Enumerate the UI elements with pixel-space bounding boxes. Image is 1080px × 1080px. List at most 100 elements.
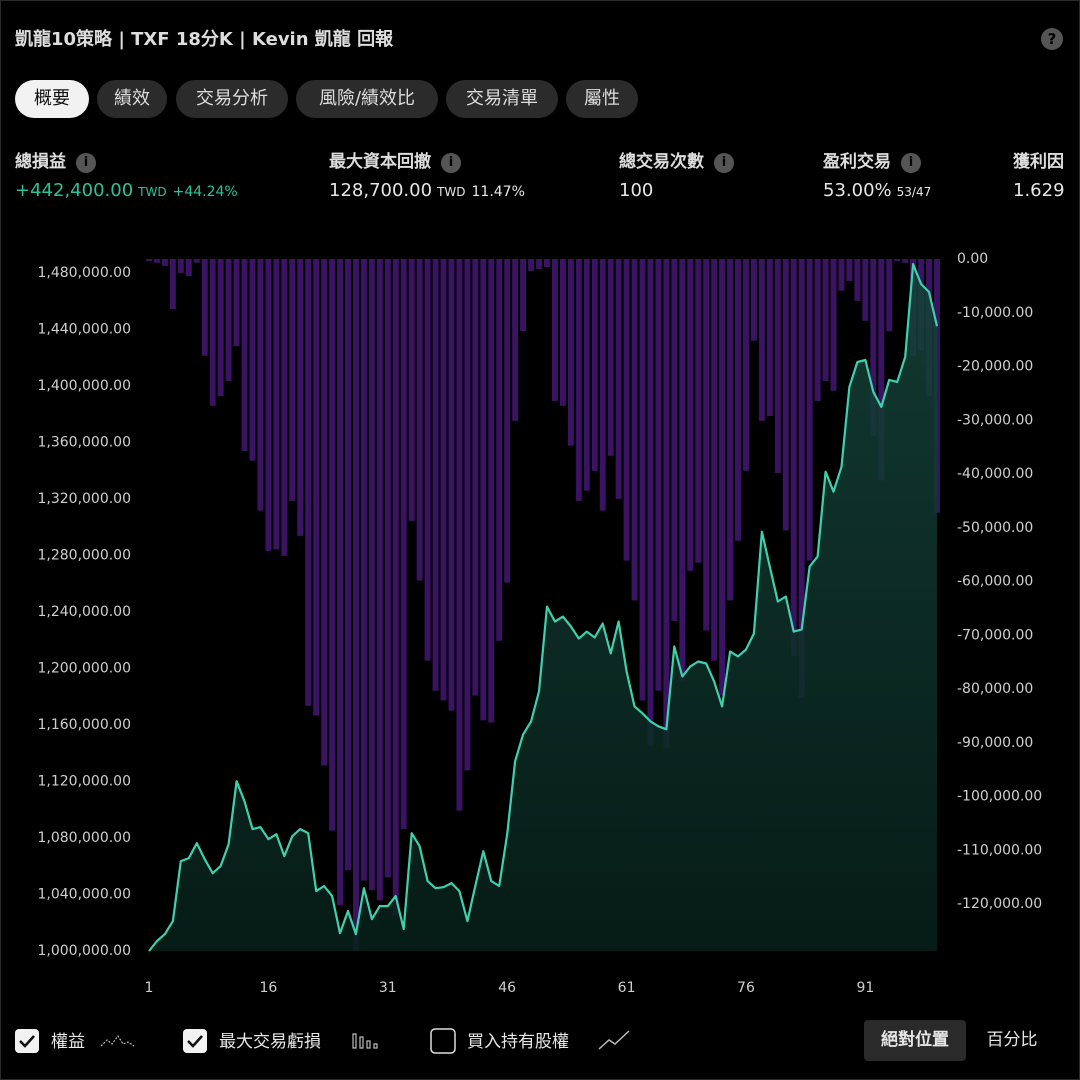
y-tick-label: 1,160,000.00	[37, 717, 131, 733]
drawdown-bar	[368, 259, 375, 891]
drawdown-bar	[265, 259, 272, 551]
drawdown-bar	[257, 259, 264, 511]
metric-label: 總交易次數	[619, 152, 704, 172]
y-tick-label: 1,240,000.00	[37, 604, 131, 620]
tab[interactable]: 績效	[97, 80, 167, 118]
drawdown-bar	[360, 259, 367, 881]
metric-value-group: 53.00% 53/47	[823, 180, 931, 201]
drawdown-bar	[798, 259, 805, 698]
drawdown-bar	[631, 259, 638, 601]
y-tick-label: 1,080,000.00	[37, 830, 131, 846]
drawdown-bar	[512, 259, 519, 421]
checkbox-checked[interactable]	[15, 1029, 39, 1053]
info-icon[interactable]: i	[714, 153, 734, 173]
drawdown-bar	[313, 259, 320, 716]
checkbox-checked[interactable]	[183, 1029, 207, 1053]
x-tick-label: 16	[259, 980, 277, 996]
drawdown-bar	[551, 259, 558, 401]
drawdown-bar	[830, 259, 837, 391]
legend-label: 買入持有股權	[467, 1032, 569, 1052]
legend-icon	[352, 1033, 378, 1049]
metric-value-group: 128,700.00 TWD 11.47%	[329, 180, 525, 201]
metric-value: +442,400.00	[15, 180, 134, 201]
y-tick-label: 1,440,000.00	[37, 322, 131, 338]
drawdown-bar	[838, 259, 845, 291]
drawdown-bar	[782, 259, 789, 531]
drawdown-bar	[233, 259, 240, 347]
drawdown-bar	[687, 259, 694, 571]
drawdown-bar	[281, 259, 288, 556]
metric-unit: TWD	[437, 185, 466, 199]
drawdown-bar	[416, 259, 423, 581]
info-icon[interactable]: i	[901, 153, 921, 173]
x-tick-label: 61	[618, 980, 636, 996]
drawdown-bar	[719, 259, 726, 696]
drawdown-bar	[894, 259, 901, 262]
drawdown-bar	[289, 259, 296, 501]
drawdown-bar	[671, 259, 678, 621]
drawdown-bar	[790, 259, 797, 656]
absolute-button[interactable]: 絕對位置	[864, 1020, 966, 1061]
y-tick-label: 1,280,000.00	[37, 548, 131, 564]
tab[interactable]: 屬性	[566, 80, 638, 118]
checkbox-unchecked[interactable]	[430, 1028, 456, 1054]
metric-label: 盈利交易	[823, 152, 891, 172]
y2-tick-label: -110,000.00	[957, 842, 1042, 858]
drawdown-bar	[329, 259, 336, 831]
tab[interactable]: 概要	[15, 80, 89, 118]
info-icon[interactable]: i	[76, 153, 96, 173]
drawdown-bar	[870, 259, 877, 436]
drawdown-bar	[639, 259, 646, 701]
drawdown-bar	[305, 259, 312, 706]
y-tick-label: 1,360,000.00	[37, 435, 131, 451]
legend-label: 最大交易虧損	[219, 1032, 321, 1052]
metric-label-group: 總交易次數 i	[619, 147, 734, 173]
drawdown-bar	[822, 259, 829, 382]
drawdown-bar	[345, 259, 351, 871]
drawdown-bar	[623, 259, 630, 561]
drawdown-bar	[814, 259, 821, 401]
equity-line	[148, 263, 939, 952]
y2-tick-label: -100,000.00	[957, 789, 1042, 805]
y-tick-label: 1,480,000.00	[37, 265, 131, 281]
tab[interactable]: 交易清單	[446, 80, 558, 118]
x-tick-label: 91	[856, 980, 874, 996]
metric-label: 最大資本回撤	[329, 152, 431, 172]
percent-button[interactable]: 百分比	[986, 1030, 1038, 1050]
metric-value-group: +442,400.00 TWD +44.24%	[15, 180, 238, 201]
drawdown-bar	[424, 259, 431, 661]
drawdown-bar	[695, 259, 702, 563]
drawdown-bar	[766, 259, 773, 417]
metric-value-group: 100	[619, 180, 653, 201]
drawdown-bar	[185, 259, 192, 277]
legend-label: 權益	[51, 1032, 85, 1052]
drawdown-bar	[400, 259, 407, 829]
tab[interactable]: 交易分析	[176, 80, 288, 118]
help-icon[interactable]: ?	[1041, 28, 1063, 50]
drawdown-bar	[201, 259, 208, 356]
metric-value: 53.00%	[823, 180, 892, 201]
drawdown-bar	[559, 259, 566, 406]
drawdown-bar	[528, 259, 535, 271]
drawdown-bar	[886, 259, 893, 332]
metric-extra: 11.47%	[471, 184, 525, 200]
drawdown-bar	[480, 259, 487, 721]
y-tick-label: 1,120,000.00	[37, 774, 131, 790]
metric-label-group: 總損益 i	[15, 147, 96, 173]
drawdown-bar	[846, 259, 853, 282]
y2-tick-label: -10,000.00	[957, 305, 1033, 321]
drawdown-bar	[647, 259, 654, 746]
drawdown-bar	[241, 259, 248, 451]
drawdown-bar	[544, 259, 550, 268]
drawdown-bar	[735, 259, 741, 541]
drawdown-bar	[337, 259, 343, 906]
tab[interactable]: 風險/績效比	[296, 80, 438, 118]
metric-extra: +44.24%	[172, 184, 238, 200]
info-icon[interactable]: i	[441, 153, 461, 173]
metric-value: 1.629	[1013, 180, 1065, 201]
drawdown-bar	[352, 259, 359, 951]
y2-tick-label: -40,000.00	[957, 466, 1033, 482]
drawdown-bar	[878, 259, 885, 481]
